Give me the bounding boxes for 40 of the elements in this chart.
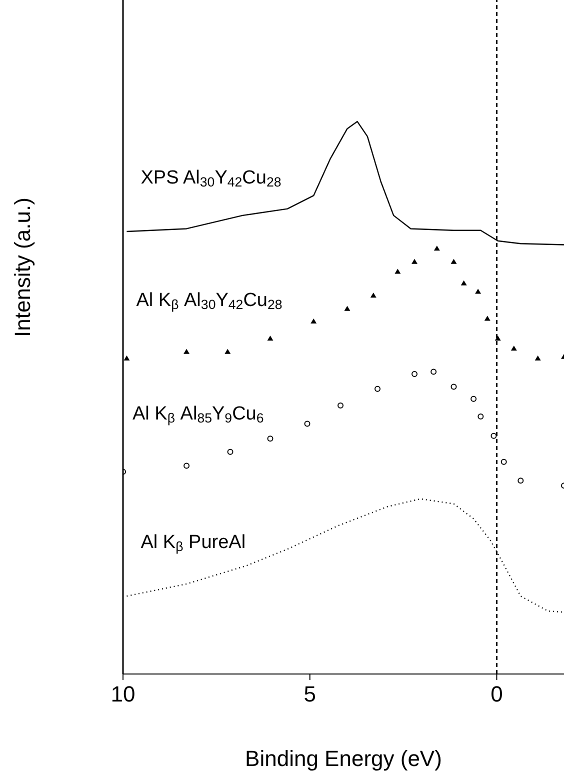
point bbox=[475, 288, 482, 294]
point bbox=[434, 246, 440, 251]
point bbox=[224, 348, 231, 354]
point bbox=[450, 258, 457, 264]
point bbox=[124, 356, 130, 361]
x-axis-title: Binding Energy (eV) bbox=[245, 746, 442, 771]
series-label: Al K$_{β}$ Al$_{85}$Y$_{9}$Cu$_{6}$ bbox=[132, 403, 264, 425]
point bbox=[338, 402, 344, 409]
point bbox=[374, 386, 381, 392]
point bbox=[370, 292, 376, 298]
series-label: Al K$_{β}$ PureAl bbox=[140, 532, 246, 554]
x-tick-label: 10 bbox=[110, 682, 136, 707]
point bbox=[430, 368, 437, 375]
point bbox=[227, 448, 234, 455]
x-tick-label: 0 bbox=[490, 682, 503, 707]
point bbox=[510, 346, 517, 351]
point bbox=[310, 318, 317, 324]
point bbox=[460, 280, 467, 286]
point bbox=[534, 356, 541, 361]
y-axis-title: Intensity (a.u.) bbox=[10, 198, 35, 337]
point bbox=[184, 348, 190, 354]
series-label: Al K$_{β}$ Al$_{30}$Y$_{42}$Cu$_{28}$ bbox=[136, 290, 282, 312]
point bbox=[518, 478, 524, 484]
point bbox=[267, 436, 274, 442]
point bbox=[484, 316, 490, 321]
point bbox=[450, 384, 457, 390]
series-label: XPS Al$_{30}$Y$_{42}$Cu$_{28}$ bbox=[140, 167, 282, 190]
point bbox=[478, 414, 484, 420]
point bbox=[494, 336, 501, 341]
point bbox=[412, 371, 418, 378]
point bbox=[500, 458, 507, 465]
point bbox=[412, 258, 418, 264]
point bbox=[184, 462, 190, 469]
point bbox=[267, 336, 274, 341]
point bbox=[394, 268, 401, 274]
point bbox=[344, 306, 350, 311]
point bbox=[304, 420, 310, 427]
point bbox=[470, 396, 477, 402]
x-tick-label: 5 bbox=[304, 682, 316, 707]
point bbox=[490, 432, 497, 439]
